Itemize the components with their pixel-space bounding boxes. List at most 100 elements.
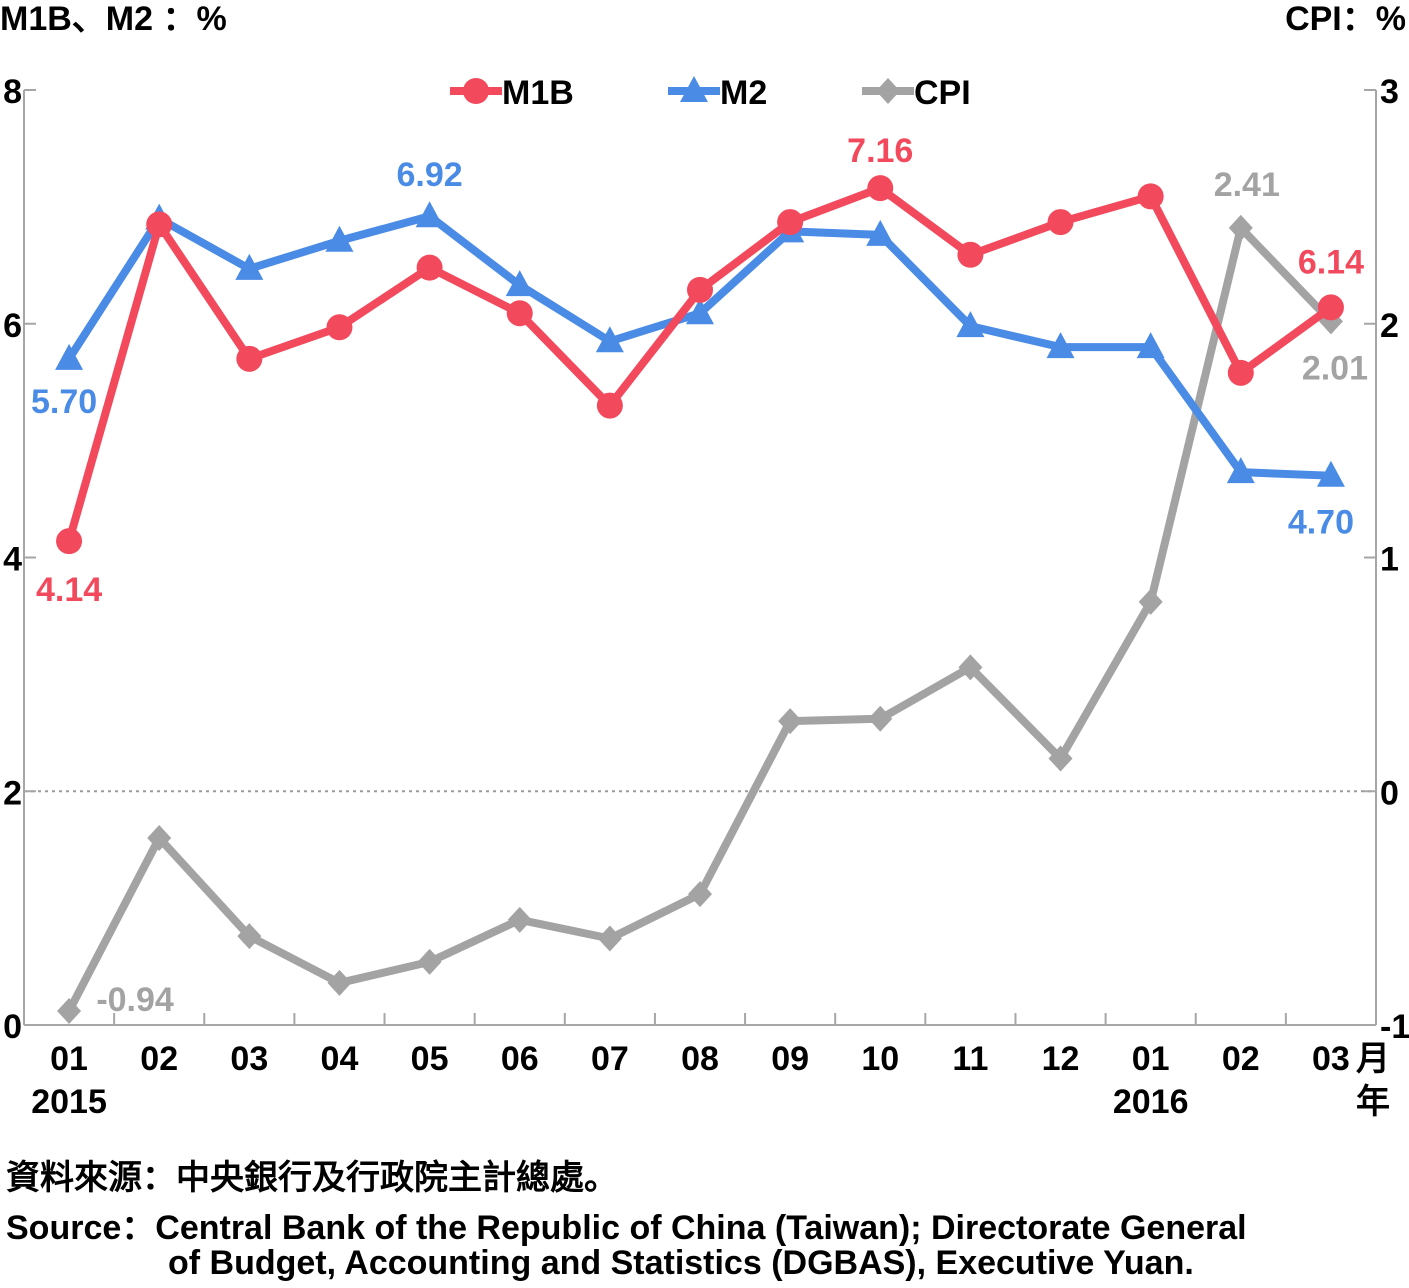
legend-item-m1b: M1B bbox=[450, 74, 574, 112]
point-m1b bbox=[416, 254, 443, 281]
point-m2 bbox=[505, 270, 534, 297]
data-label-m1b: 4.14 bbox=[36, 571, 102, 609]
point-cpi bbox=[1228, 214, 1253, 241]
point-m1b bbox=[687, 276, 713, 303]
point-cpi bbox=[237, 923, 262, 950]
right-tick-label: 0 bbox=[1380, 774, 1399, 812]
point-cpi bbox=[57, 997, 82, 1024]
legend-item-m2: M2 bbox=[668, 74, 767, 112]
point-cpi bbox=[868, 705, 893, 732]
point-m2 bbox=[595, 326, 624, 353]
x-tick-label: 10 bbox=[861, 1040, 899, 1078]
point-m1b bbox=[596, 392, 623, 419]
x-tick-label: 03 bbox=[230, 1040, 268, 1078]
x-tick-label: 01 bbox=[50, 1040, 88, 1078]
legend-marker bbox=[680, 76, 708, 102]
x-tick-label: 02 bbox=[1222, 1040, 1260, 1078]
left-tick-label: 0 bbox=[3, 1008, 22, 1046]
right-tick-label: 3 bbox=[1380, 73, 1399, 111]
x-tick-label: 07 bbox=[591, 1040, 629, 1078]
chart-legend: M1B M2 CPI bbox=[450, 74, 971, 112]
x-tick-label: 04 bbox=[321, 1040, 359, 1078]
data-label-m2: 6.92 bbox=[397, 156, 463, 194]
point-m2 bbox=[956, 311, 985, 338]
point-m1b bbox=[1047, 209, 1074, 236]
data-label-m1b: 6.14 bbox=[1298, 243, 1364, 281]
source-en-line2: of Budget, Accounting and Statistics (DG… bbox=[168, 1244, 1194, 1282]
x-tick-label: 03 bbox=[1312, 1040, 1350, 1078]
point-m2 bbox=[55, 343, 84, 370]
point-m2 bbox=[866, 219, 895, 246]
x-year-label: 2016 bbox=[1113, 1083, 1189, 1121]
left-axis-title: M1B、M2 ：% bbox=[0, 0, 227, 38]
chart-series bbox=[55, 175, 1345, 1024]
x-tick-label: 08 bbox=[681, 1040, 719, 1078]
point-m1b bbox=[1137, 183, 1164, 210]
data-label-m2: 4.70 bbox=[1288, 504, 1354, 542]
x-tick-label: 06 bbox=[501, 1040, 539, 1078]
right-tick-label: -1 bbox=[1380, 1008, 1409, 1046]
legend-label: M1B bbox=[502, 74, 574, 112]
source-zh: 資料來源：中央銀行及行政院主計總處。 bbox=[6, 1159, 618, 1197]
point-cpi bbox=[1138, 588, 1163, 615]
point-m2 bbox=[1226, 457, 1255, 484]
point-m1b bbox=[56, 528, 83, 555]
legend-item-cpi: CPI bbox=[862, 74, 971, 112]
left-tick-label: 4 bbox=[3, 541, 22, 579]
point-cpi bbox=[597, 925, 622, 952]
point-m1b bbox=[867, 175, 894, 202]
point-m2 bbox=[325, 225, 354, 252]
source-en-line1: Source：Central Bank of the Republic of C… bbox=[6, 1209, 1247, 1247]
point-cpi bbox=[778, 708, 803, 735]
point-m1b bbox=[1317, 294, 1344, 321]
series-cpi bbox=[57, 214, 1343, 1024]
point-cpi bbox=[688, 881, 712, 908]
point-cpi bbox=[327, 969, 352, 996]
data-label-m1b: 7.16 bbox=[847, 132, 913, 170]
x-tick-label: 09 bbox=[771, 1040, 809, 1078]
x-tick-label: 05 bbox=[411, 1040, 449, 1078]
x-tick-label: 01 bbox=[1132, 1040, 1170, 1078]
x-tick-label: 02 bbox=[140, 1040, 178, 1078]
point-m2 bbox=[235, 253, 264, 280]
x-tick-label: 12 bbox=[1042, 1040, 1080, 1078]
x-tick-label: 11 bbox=[952, 1040, 988, 1078]
legend-marker bbox=[876, 78, 900, 104]
point-m1b bbox=[957, 241, 984, 268]
point-m2 bbox=[415, 201, 444, 228]
point-m1b bbox=[1227, 359, 1254, 386]
point-m1b bbox=[326, 314, 353, 341]
point-m2 bbox=[1136, 332, 1165, 359]
series-m1b bbox=[56, 175, 1344, 555]
legend-label: CPI bbox=[914, 74, 971, 112]
left-tick-label: 8 bbox=[3, 73, 22, 111]
x-unit-month: 月 bbox=[1356, 1040, 1390, 1078]
point-cpi bbox=[958, 654, 983, 681]
data-label-cpi: -0.94 bbox=[96, 981, 174, 1019]
left-tick-label: 6 bbox=[3, 307, 22, 345]
point-m1b bbox=[146, 211, 173, 238]
point-cpi bbox=[1048, 745, 1073, 772]
point-m1b bbox=[777, 209, 804, 236]
legend-marker bbox=[463, 78, 489, 104]
point-cpi bbox=[417, 948, 442, 975]
right-tick-label: 2 bbox=[1380, 307, 1399, 345]
x-unit-year: 年 bbox=[1356, 1083, 1390, 1121]
data-label-cpi: 2.01 bbox=[1302, 349, 1368, 387]
series-line-m2 bbox=[65, 212, 1332, 480]
right-axis-title: CPI：% bbox=[1285, 0, 1406, 38]
point-m2 bbox=[686, 298, 714, 325]
chart-data-labels: 4.14 7.16 6.14 5.70 6.92 4.70 -0.94 2.41 2.01 bbox=[31, 132, 1368, 1019]
point-m1b bbox=[506, 300, 533, 327]
point-cpi bbox=[147, 825, 172, 851]
right-tick-label: 1 bbox=[1380, 541, 1399, 579]
point-cpi bbox=[507, 906, 532, 933]
series-m2 bbox=[55, 201, 1345, 487]
data-label-m2: 5.70 bbox=[31, 383, 97, 421]
point-m2 bbox=[1046, 332, 1075, 359]
x-year-label: 2015 bbox=[31, 1083, 107, 1121]
left-tick-label: 2 bbox=[3, 774, 22, 812]
point-m2 bbox=[1316, 460, 1345, 487]
